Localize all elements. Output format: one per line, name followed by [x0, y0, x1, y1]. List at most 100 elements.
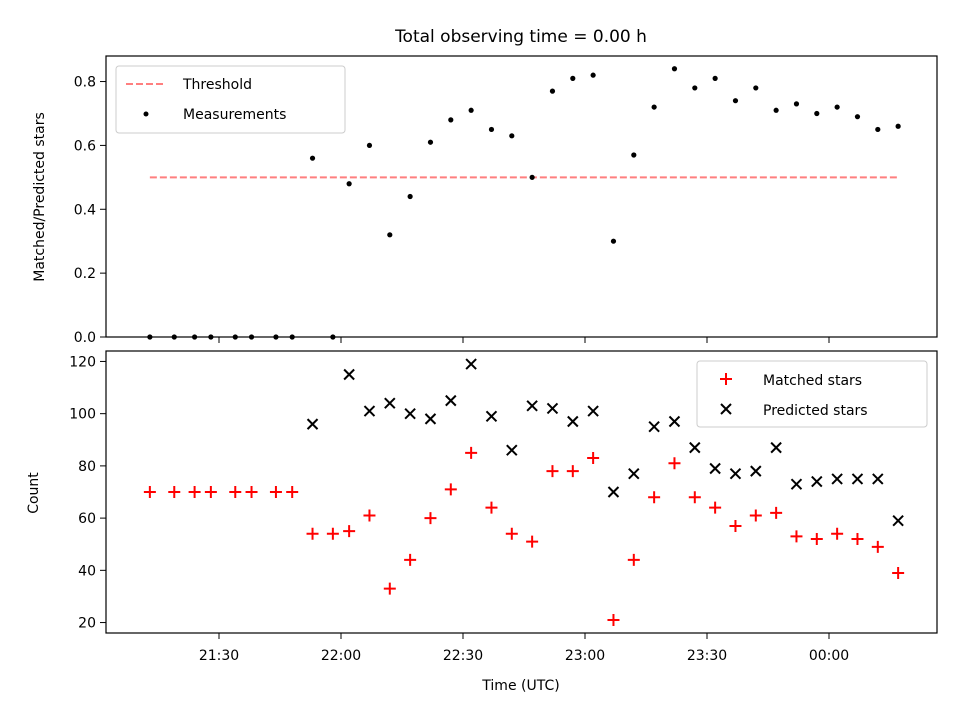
measurement-point	[289, 334, 295, 340]
predicted-star-point	[628, 468, 640, 480]
measurement-points	[147, 66, 901, 340]
bottom-y-tick-label: 60	[78, 511, 96, 527]
measurement-point	[346, 181, 352, 187]
measurement-point	[488, 126, 495, 133]
measurement-point	[692, 85, 698, 91]
bottom-x-tick-label: 21:30	[199, 648, 239, 664]
matched-star-point	[306, 527, 319, 540]
predicted-star-point	[384, 397, 396, 409]
bottom-axes-frame	[105, 350, 938, 634]
predicted-star-point	[607, 486, 620, 498]
matched-star-point	[749, 509, 762, 522]
matched-star-point	[343, 525, 356, 538]
matched-star-point	[505, 527, 518, 540]
top-y-tick-label: 0.8	[74, 75, 96, 91]
matched-star-point	[688, 491, 701, 504]
measurement-point	[330, 334, 336, 340]
predicted-star-point	[587, 405, 599, 417]
matched-star-point	[404, 553, 417, 566]
matched-star-point	[363, 509, 376, 522]
matched-star-point	[204, 486, 217, 498]
matched-star-point	[143, 486, 156, 498]
measurement-point	[529, 174, 535, 180]
top-axes-frame	[105, 55, 938, 338]
predicted-star-point	[668, 415, 681, 428]
bottom-y-ticks: 20 40 60 80 100 120	[69, 354, 106, 632]
matched-star-point	[245, 486, 258, 498]
matched-star-point	[188, 486, 201, 498]
matched-star-point	[485, 501, 498, 514]
bottom-y-axis-label: Count	[26, 472, 42, 514]
measurement-point	[468, 107, 474, 113]
predicted-star-point	[567, 415, 579, 428]
threshold-legend-label: Threshold	[182, 77, 252, 93]
predicted-stars-legend-swatch	[720, 403, 732, 415]
measurement-point	[366, 142, 373, 149]
top-legend-box	[115, 65, 346, 134]
matched-star-point	[871, 540, 884, 553]
top-y-tick-label: 0.0	[74, 330, 96, 346]
predicted-star-point	[851, 473, 864, 485]
predicted-star-point	[306, 418, 319, 430]
matched-star-point	[627, 553, 640, 566]
matched-star-point	[607, 613, 620, 626]
predicted-star-point	[729, 468, 742, 480]
matched-star-point	[546, 465, 559, 478]
measurement-point	[309, 155, 316, 161]
top-y-tick-label: 0.2	[74, 266, 96, 282]
measurement-point	[773, 107, 779, 113]
predicted-stars-legend-label: Predicted stars	[763, 403, 868, 419]
matched-star-point	[326, 527, 339, 540]
measurement-point	[712, 75, 718, 81]
matched-stars-legend-swatch	[720, 373, 732, 385]
matched-star-point	[770, 506, 783, 519]
measurement-point	[631, 152, 637, 158]
bottom-y-tick-label: 20	[78, 616, 96, 632]
predicted-star-point	[872, 473, 884, 485]
predicted-star-point	[689, 441, 701, 454]
predicted-star-point	[465, 358, 477, 370]
bottom-y-tick-label: 100	[69, 407, 96, 423]
measurement-point	[192, 334, 198, 340]
predicted-star-point	[404, 407, 416, 420]
matched-stars-points	[143, 446, 905, 626]
predicted-star-point	[770, 441, 782, 454]
predicted-star-point	[750, 465, 762, 477]
measurement-point	[854, 114, 861, 120]
matched-star-point	[810, 533, 823, 545]
top-y-axis-label: Matched/Predicted stars	[32, 112, 48, 282]
measurement-point	[895, 123, 901, 129]
matched-star-point	[790, 530, 803, 543]
measurements-legend-label: Measurements	[183, 107, 286, 123]
measurement-point	[147, 334, 153, 340]
bottom-x-tick-label: 22:30	[443, 648, 483, 664]
top-y-tick-label: 0.6	[74, 138, 96, 154]
measurement-point	[570, 75, 576, 81]
measurement-point	[875, 126, 881, 133]
predicted-stars-points	[306, 358, 904, 527]
measurement-point	[590, 72, 596, 78]
measurement-point	[407, 193, 413, 200]
matched-star-point	[526, 535, 539, 548]
predicted-star-point	[831, 473, 843, 485]
bottom-y-tick-label: 80	[78, 459, 96, 475]
matched-star-point	[444, 483, 457, 496]
measurement-point	[549, 88, 556, 94]
measurement-point	[427, 139, 434, 145]
bottom-panel: 20 40 60 80 100 120 21:30 22:00 22:30 23:00 23:30…	[26, 350, 938, 694]
matched-star-point	[851, 533, 864, 545]
matched-star-point	[729, 519, 742, 532]
bottom-x-tick-label: 23:00	[565, 648, 605, 664]
measurement-point	[248, 334, 255, 340]
measurement-point	[834, 104, 840, 110]
bottom-y-tick-label: 40	[78, 563, 96, 579]
predicted-star-point	[485, 410, 498, 422]
measurement-point	[208, 334, 214, 340]
measurement-point	[509, 133, 515, 139]
bottom-y-tick-label: 120	[69, 354, 96, 370]
predicted-star-point	[546, 402, 559, 415]
measurement-point	[387, 232, 393, 238]
bottom-x-tick-label: 23:30	[687, 648, 727, 664]
matched-star-point	[424, 512, 437, 525]
